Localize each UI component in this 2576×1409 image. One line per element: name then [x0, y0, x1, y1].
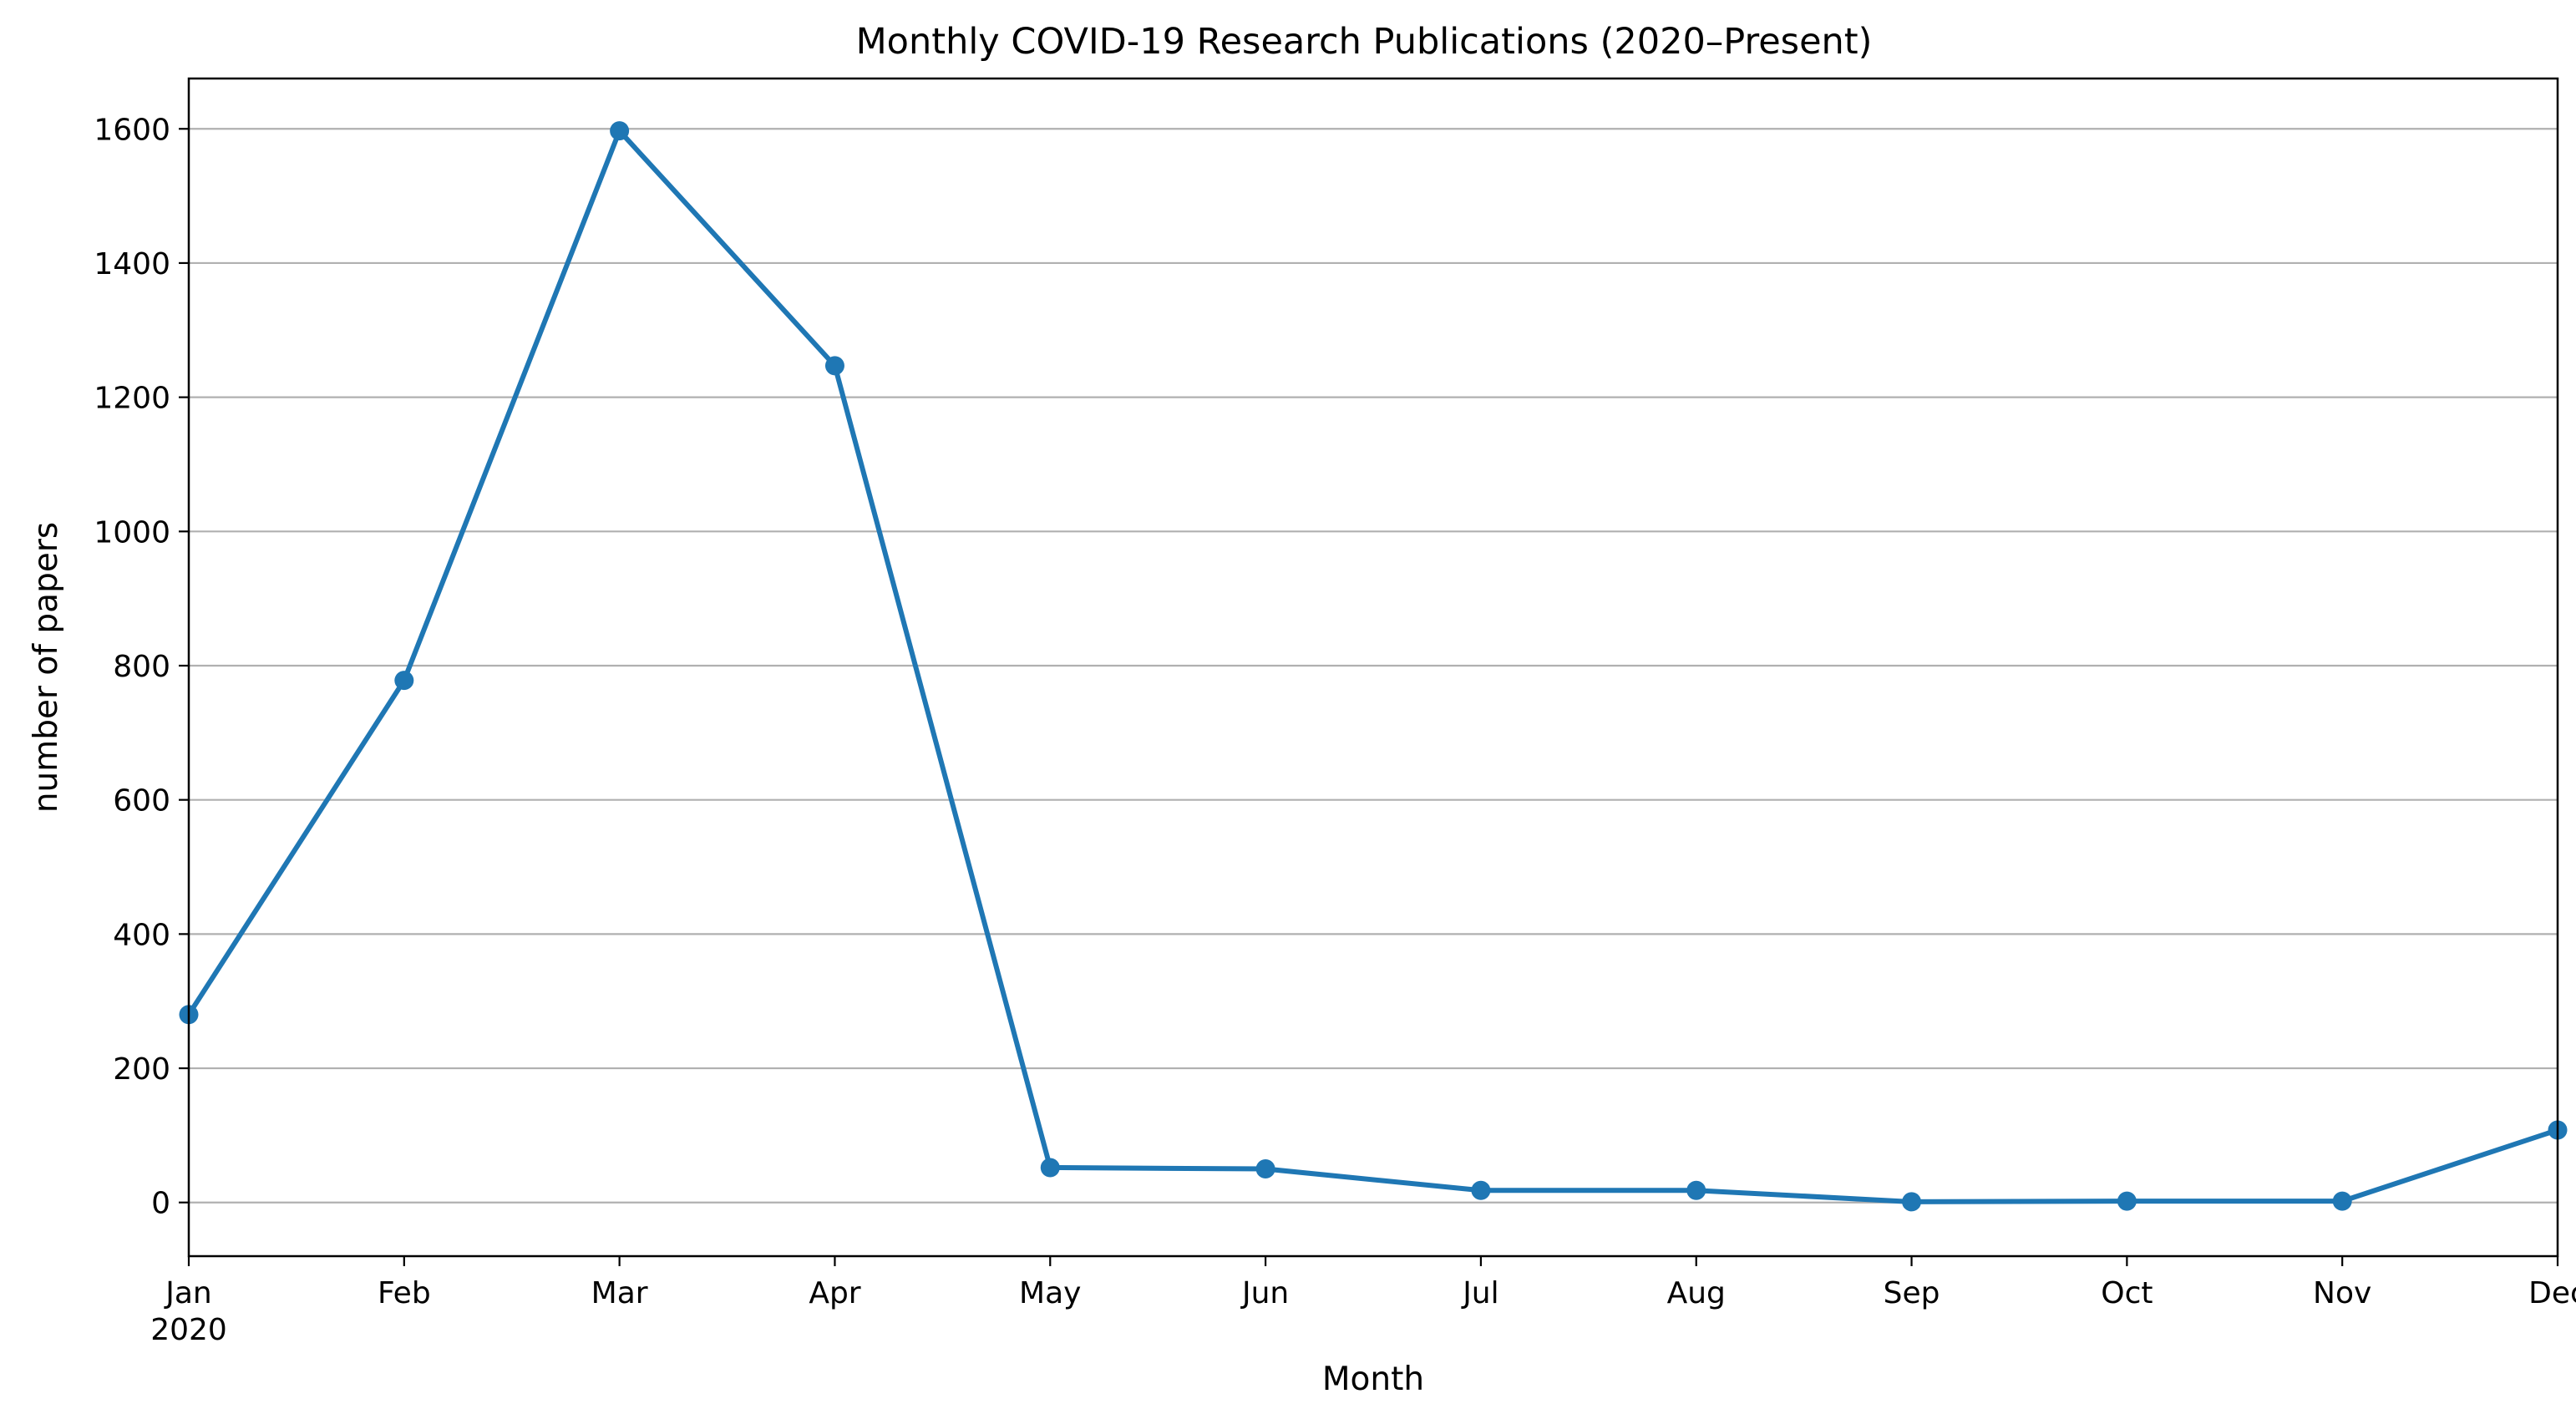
x-axis-title: Month [1322, 1361, 1424, 1398]
gridlines [189, 128, 2558, 1204]
y-tick-label: 1600 [94, 113, 170, 147]
x-tick-label: Nov [2313, 1276, 2371, 1310]
x-tick-label: Jul [1461, 1276, 1498, 1310]
series-layer [179, 121, 2568, 1212]
data-point [1471, 1180, 1491, 1200]
y-tick-label: 200 [113, 1052, 170, 1087]
data-point [1255, 1159, 1275, 1179]
data-point [824, 356, 844, 376]
y-tick-label: 600 [113, 784, 170, 819]
x-tick-label: Jan [164, 1276, 212, 1310]
data-point [1686, 1180, 1706, 1200]
data-point [2332, 1191, 2352, 1211]
chart-title: Monthly COVID-19 Research Publications (… [856, 21, 1873, 63]
plot-frame [187, 77, 2559, 1258]
data-point [1902, 1192, 1922, 1212]
y-tick-label: 400 [113, 918, 170, 952]
y-tick-label: 1200 [94, 382, 170, 416]
x-tick-label: Jun [1240, 1276, 1289, 1310]
x-tick-label: Feb [378, 1276, 431, 1310]
y-tick-label: 1400 [94, 247, 170, 281]
x-axis-ticks: Jan Feb Mar Apr May Jun Jul Aug Sep Oct Nov Dec [164, 1256, 2576, 1310]
x-tick-label: May [1019, 1276, 1081, 1310]
x-tick-label: Oct [2101, 1276, 2153, 1310]
data-point [2117, 1191, 2137, 1211]
data-point [610, 121, 630, 141]
y-axis-title: number of papers [28, 522, 65, 813]
x-tick-label: Dec [2528, 1276, 2576, 1310]
series-line [186, 128, 2558, 1204]
y-tick-label: 0 [151, 1187, 170, 1221]
x-tick-label: Aug [1667, 1276, 1726, 1310]
x-tick-label: Apr [809, 1276, 860, 1310]
x-tick-label: Sep [1884, 1276, 1940, 1310]
y-tick-label: 800 [113, 650, 170, 684]
x-axis-year-label: 2020 [150, 1313, 227, 1347]
x-tick-label: Mar [591, 1276, 648, 1310]
data-point [394, 671, 414, 691]
y-axis-ticks: 0 200 400 600 800 1000 1200 1400 1600 [94, 113, 189, 1221]
y-tick-label: 1000 [94, 515, 170, 550]
data-point [1040, 1158, 1060, 1178]
